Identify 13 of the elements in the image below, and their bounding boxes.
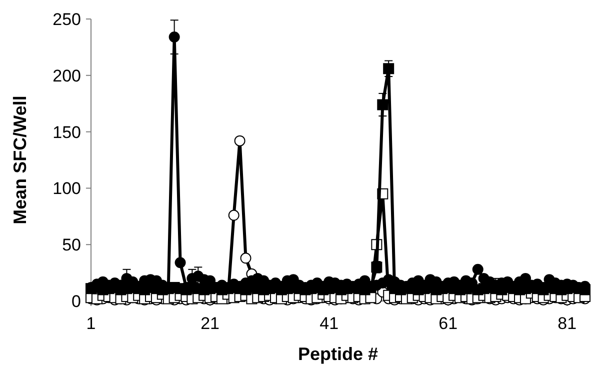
y-axis-title: Mean SFC/Well [10,96,30,224]
y-tick-label: 250 [52,10,81,29]
y-tick-label: 50 [62,236,81,255]
x-tick-label: 21 [200,314,220,333]
x-tick-label: 1 [86,314,96,333]
y-tick-label: 150 [52,122,81,142]
x-axis-title: Peptide # [298,344,378,364]
x-tick-label: 81 [558,314,577,333]
y-tick-label: 0 [72,292,81,311]
y-tick-label: 100 [52,179,81,198]
x-tick-label: 61 [438,314,458,333]
y-tick-label: 200 [52,66,81,86]
x-tick-label: 41 [320,314,339,333]
